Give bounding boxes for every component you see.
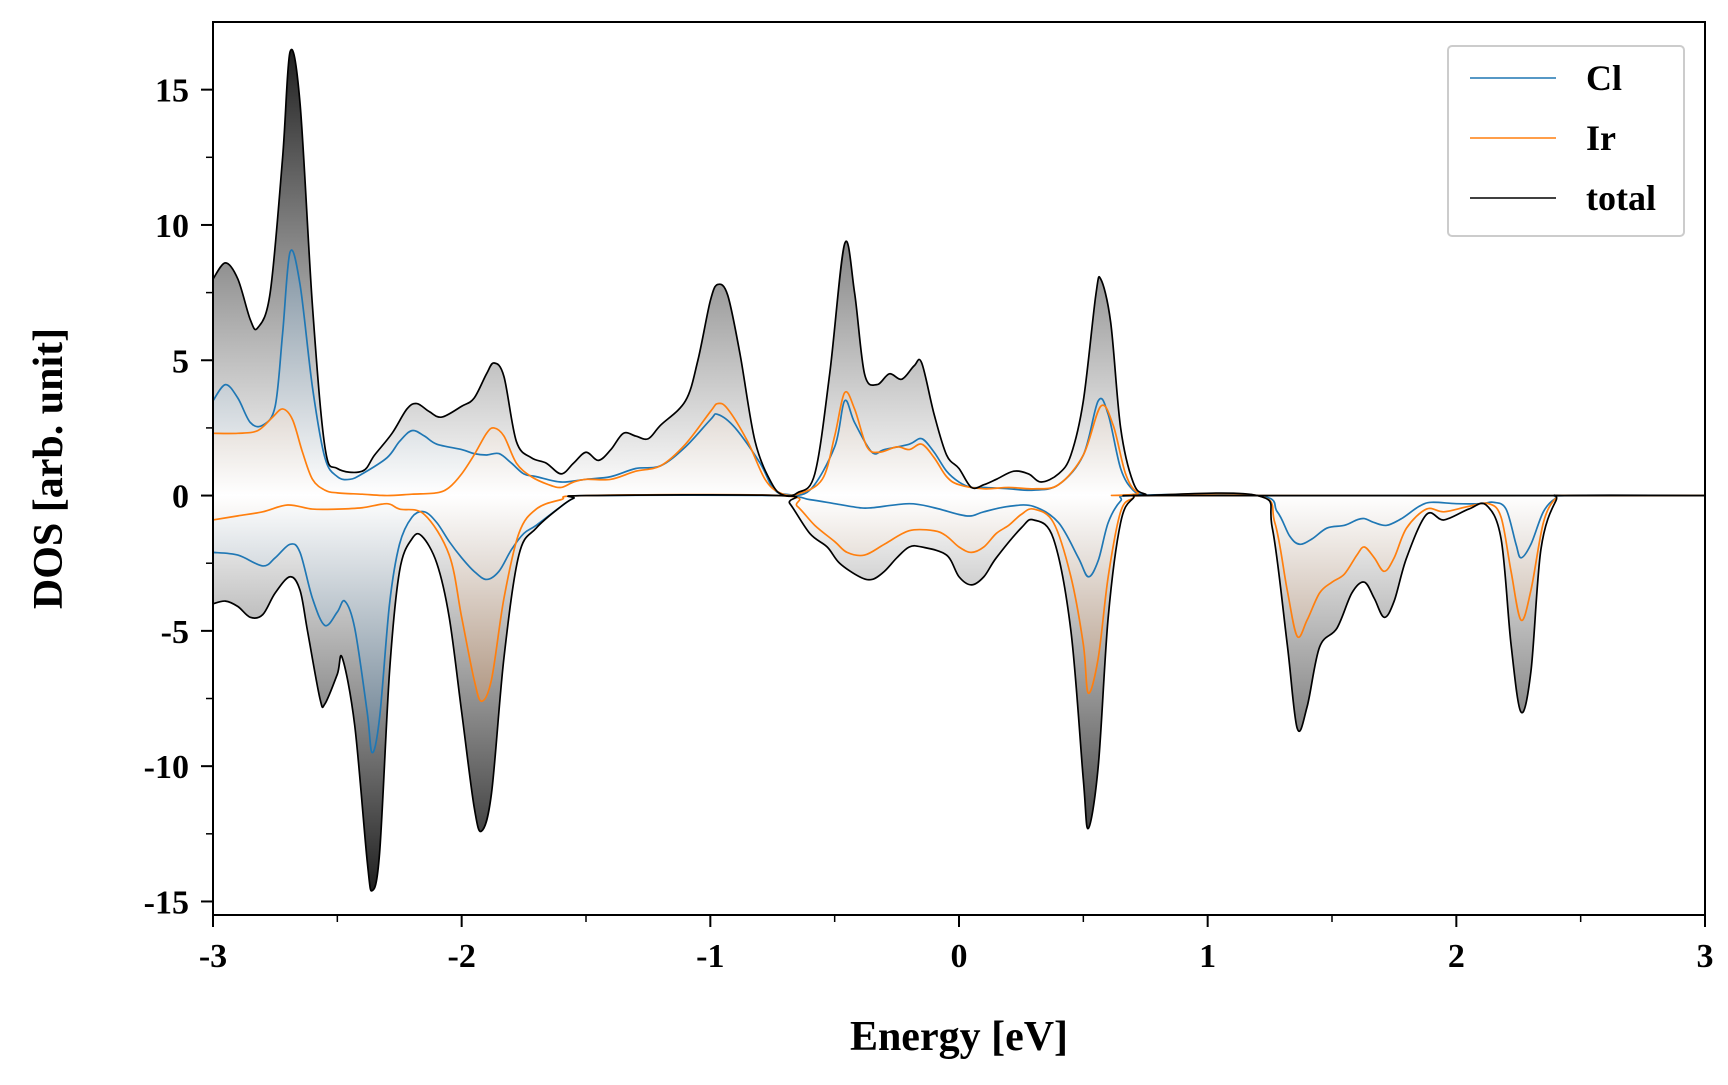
y-tick-label: 15 xyxy=(155,73,189,110)
area-ir-spin-down xyxy=(213,493,1705,702)
line-total-spin-up xyxy=(212,48,1706,498)
line-total-spin-down xyxy=(212,492,1706,892)
x-axis-label: Energy [eV] xyxy=(850,1014,1068,1060)
y-axis-label: DOS [arb. unit] xyxy=(26,328,72,609)
series-lines xyxy=(212,48,1706,892)
legend-label-ir: Ir xyxy=(1586,118,1616,158)
x-tick-label: 1 xyxy=(1199,938,1216,975)
x-tick-label: 2 xyxy=(1448,938,1465,975)
y-tick-label: 5 xyxy=(172,343,189,380)
area-total-spin-down xyxy=(213,493,1705,891)
y-tick-label: -15 xyxy=(144,884,189,921)
line-ir-spin-down xyxy=(212,492,1706,703)
y-tick-label: 0 xyxy=(172,479,189,516)
area-fills xyxy=(213,49,1705,891)
area-cl-spin-down xyxy=(213,494,1705,753)
legend: Cl Ir total xyxy=(1447,45,1685,237)
x-tick-label: -3 xyxy=(199,938,227,975)
y-tick-label: -5 xyxy=(161,614,189,651)
line-ir-spin-up xyxy=(212,390,1706,497)
legend-label-cl: Cl xyxy=(1586,58,1622,98)
line-cl-spin-down xyxy=(212,493,1706,754)
x-tick-label: -1 xyxy=(696,938,724,975)
x-tick-label: 0 xyxy=(951,938,968,975)
x-tick-label: 3 xyxy=(1697,938,1714,975)
area-cl-spin-up xyxy=(213,250,1705,496)
y-tick-label: 10 xyxy=(155,208,189,245)
y-tick-label: -10 xyxy=(144,749,189,786)
legend-box xyxy=(1447,45,1685,237)
legend-label-total: total xyxy=(1586,178,1656,218)
x-tick-label: -2 xyxy=(448,938,476,975)
